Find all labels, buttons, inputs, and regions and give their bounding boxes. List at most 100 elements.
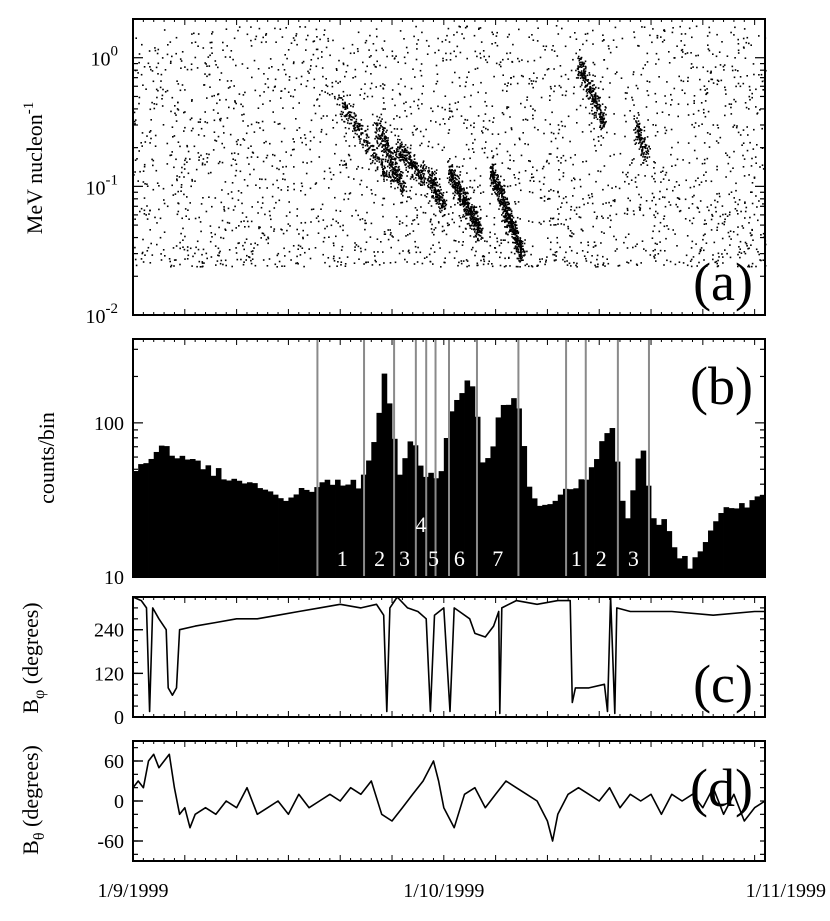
scatter-point (548, 190, 550, 192)
scatter-point (461, 33, 463, 35)
scatter-point (748, 85, 751, 88)
scatter-point (495, 35, 498, 37)
scatter-point (722, 65, 725, 68)
scatter-point (453, 181, 455, 183)
scatter-point (404, 155, 407, 157)
scatter-point (516, 82, 519, 85)
scatter-point (377, 158, 379, 160)
scatter-point (160, 80, 162, 82)
scatter-point (241, 63, 244, 65)
scatter-point (613, 133, 616, 135)
scatter-point (358, 129, 360, 132)
scatter-point (366, 128, 369, 131)
scatter-point (636, 123, 639, 125)
scatter-point (486, 61, 489, 64)
scatter-point (276, 254, 279, 257)
scatter-point (490, 183, 493, 185)
scatter-point (278, 260, 281, 263)
scatter-point (594, 264, 596, 267)
scatter-point (637, 44, 639, 47)
scatter-point (598, 107, 601, 109)
scatter-point (244, 226, 246, 228)
scatter-point (580, 56, 583, 59)
scatter-point (219, 119, 222, 122)
scatter-point (515, 238, 517, 240)
scatter-point (638, 138, 641, 141)
scatter-point (422, 160, 425, 162)
scatter-point (380, 241, 382, 243)
scatter-point (687, 76, 689, 79)
scatter-point (340, 115, 343, 118)
scatter-point (324, 227, 326, 230)
scatter-point (464, 191, 466, 194)
scatter-point (549, 95, 551, 97)
scatter-point (609, 82, 611, 84)
scatter-point (447, 213, 450, 215)
scatter-point (255, 121, 258, 124)
scatter-point (351, 119, 353, 121)
scatter-point (207, 172, 210, 175)
scatter-point (573, 187, 576, 190)
scatter-point (383, 165, 386, 168)
scatter-point (342, 62, 345, 65)
scatter-point (548, 153, 551, 155)
scatter-point (755, 162, 757, 164)
scatter-point (468, 71, 470, 73)
scatter-point (416, 209, 418, 211)
scatter-point (458, 261, 460, 264)
scatter-point (147, 62, 150, 65)
scatter-point (321, 51, 323, 53)
scatter-point (533, 180, 535, 182)
scatter-point (481, 147, 484, 150)
scatter-point (402, 185, 405, 188)
scatter-point (399, 188, 402, 191)
scatter-point (413, 263, 416, 265)
scatter-point (359, 183, 361, 186)
scatter-point (436, 73, 439, 75)
scatter-point (180, 67, 182, 69)
scatter-point (501, 112, 504, 114)
scatter-point (515, 224, 518, 226)
scatter-point (492, 121, 494, 123)
scatter-point (394, 163, 397, 166)
scatter-point (737, 43, 740, 45)
scatter-point (421, 92, 423, 95)
scatter-point (154, 49, 157, 52)
scatter-point (577, 66, 580, 69)
scatter-point (733, 124, 736, 127)
scatter-point (398, 147, 401, 150)
scatter-point (143, 163, 146, 166)
scatter-point (673, 87, 676, 90)
scatter-point (656, 34, 659, 37)
scatter-point (375, 153, 378, 156)
scatter-point (415, 174, 418, 176)
scatter-point (560, 86, 562, 89)
scatter-point (552, 190, 555, 192)
scatter-point (625, 173, 627, 176)
scatter-point (573, 177, 575, 179)
scatter-point (201, 253, 203, 256)
scatter-point (376, 142, 379, 145)
scatter-point (488, 55, 490, 58)
scatter-point (188, 218, 190, 220)
scatter-point (410, 197, 412, 200)
scatter-point (186, 246, 189, 248)
scatter-point (577, 55, 580, 58)
scatter-point (410, 159, 413, 161)
scatter-point (508, 222, 510, 225)
scatter-point (430, 205, 433, 207)
scatter-point (280, 97, 282, 99)
scatter-point (591, 100, 594, 103)
scatter-point (342, 111, 344, 114)
scatter-point (501, 220, 503, 223)
scatter-point (344, 105, 347, 107)
scatter-point (319, 38, 321, 41)
scatter-point (306, 234, 309, 236)
scatter-point (489, 177, 491, 180)
scatter-point (240, 192, 243, 194)
scatter-point (383, 127, 385, 129)
scatter-point (458, 166, 461, 168)
scatter-point (506, 203, 508, 206)
scatter-point (160, 73, 163, 76)
